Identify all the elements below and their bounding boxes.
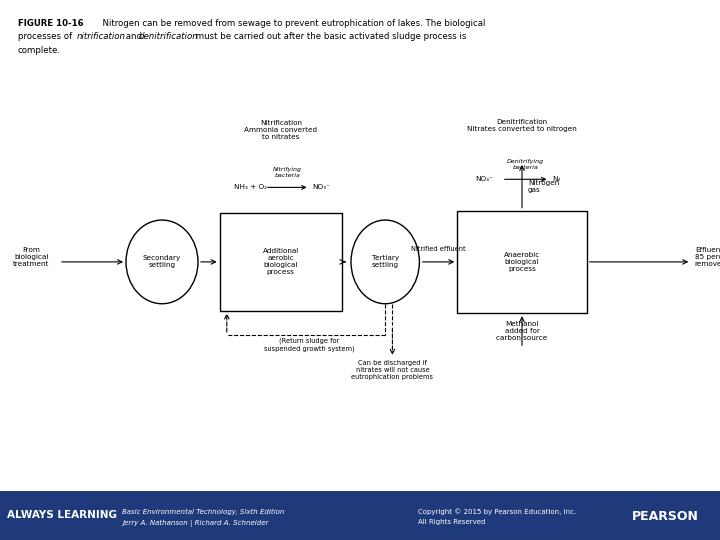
Text: Nitrogen can be removed from sewage to prevent eutrophication of lakes. The biol: Nitrogen can be removed from sewage to p… xyxy=(97,19,485,28)
Text: NO₃⁻: NO₃⁻ xyxy=(312,184,330,191)
Text: Tertiary
settling: Tertiary settling xyxy=(372,255,399,268)
Text: denitrification: denitrification xyxy=(139,32,199,42)
Text: processes of: processes of xyxy=(18,32,75,42)
Text: Nitrification
Ammonia converted
to nitrates: Nitrification Ammonia converted to nitra… xyxy=(244,120,318,140)
Bar xyxy=(0,491,720,540)
Text: PEARSON: PEARSON xyxy=(631,510,698,523)
Text: All Rights Reserved: All Rights Reserved xyxy=(418,519,485,525)
Text: Basic Environmental Technology, Sixth Edition: Basic Environmental Technology, Sixth Ed… xyxy=(122,509,285,515)
Text: Denitrifying
bacteria: Denitrifying bacteria xyxy=(507,159,544,170)
Text: Nitrogen
gas: Nitrogen gas xyxy=(528,180,559,193)
Text: Copyright © 2015 by Pearson Education, Inc.: Copyright © 2015 by Pearson Education, I… xyxy=(418,509,576,515)
Bar xyxy=(220,213,342,310)
Bar xyxy=(457,211,587,313)
Text: Secondary
settling: Secondary settling xyxy=(143,255,181,268)
Text: NO₃⁻: NO₃⁻ xyxy=(475,176,493,183)
Text: Denitrification
Nitrates converted to nitrogen: Denitrification Nitrates converted to ni… xyxy=(467,119,577,132)
Text: Anaerobic
biological
process: Anaerobic biological process xyxy=(504,252,540,272)
Text: Additional
aerobic
biological
process: Additional aerobic biological process xyxy=(263,248,299,275)
Text: and: and xyxy=(123,32,145,42)
Ellipse shape xyxy=(351,220,419,303)
Text: Methanol
added for
carbon source: Methanol added for carbon source xyxy=(496,321,548,341)
Text: N₂: N₂ xyxy=(552,176,561,183)
Text: NH₃ + O₂: NH₃ + O₂ xyxy=(234,184,267,191)
Text: Nitrifying
bacteria: Nitrifying bacteria xyxy=(273,167,302,178)
Ellipse shape xyxy=(126,220,198,303)
Text: From
biological
treatment: From biological treatment xyxy=(13,246,50,267)
Text: nitrification: nitrification xyxy=(77,32,126,42)
Text: Effluent
85 percent of N
removed: Effluent 85 percent of N removed xyxy=(695,246,720,267)
Text: complete.: complete. xyxy=(18,46,61,55)
Text: Jerry A. Nathanson | Richard A. Schneider: Jerry A. Nathanson | Richard A. Schneide… xyxy=(122,519,269,526)
Text: must be carried out after the basic activated sludge process is: must be carried out after the basic acti… xyxy=(193,32,467,42)
Text: Nitrified effluent: Nitrified effluent xyxy=(411,246,466,252)
Text: ALWAYS LEARNING: ALWAYS LEARNING xyxy=(7,510,117,521)
Text: Can be discharged if
nitrates will not cause
eutrophication problems: Can be discharged if nitrates will not c… xyxy=(351,361,433,381)
Text: FIGURE 10-16: FIGURE 10-16 xyxy=(18,19,84,28)
Text: (Return sludge for
suspended growth system): (Return sludge for suspended growth syst… xyxy=(264,338,355,352)
